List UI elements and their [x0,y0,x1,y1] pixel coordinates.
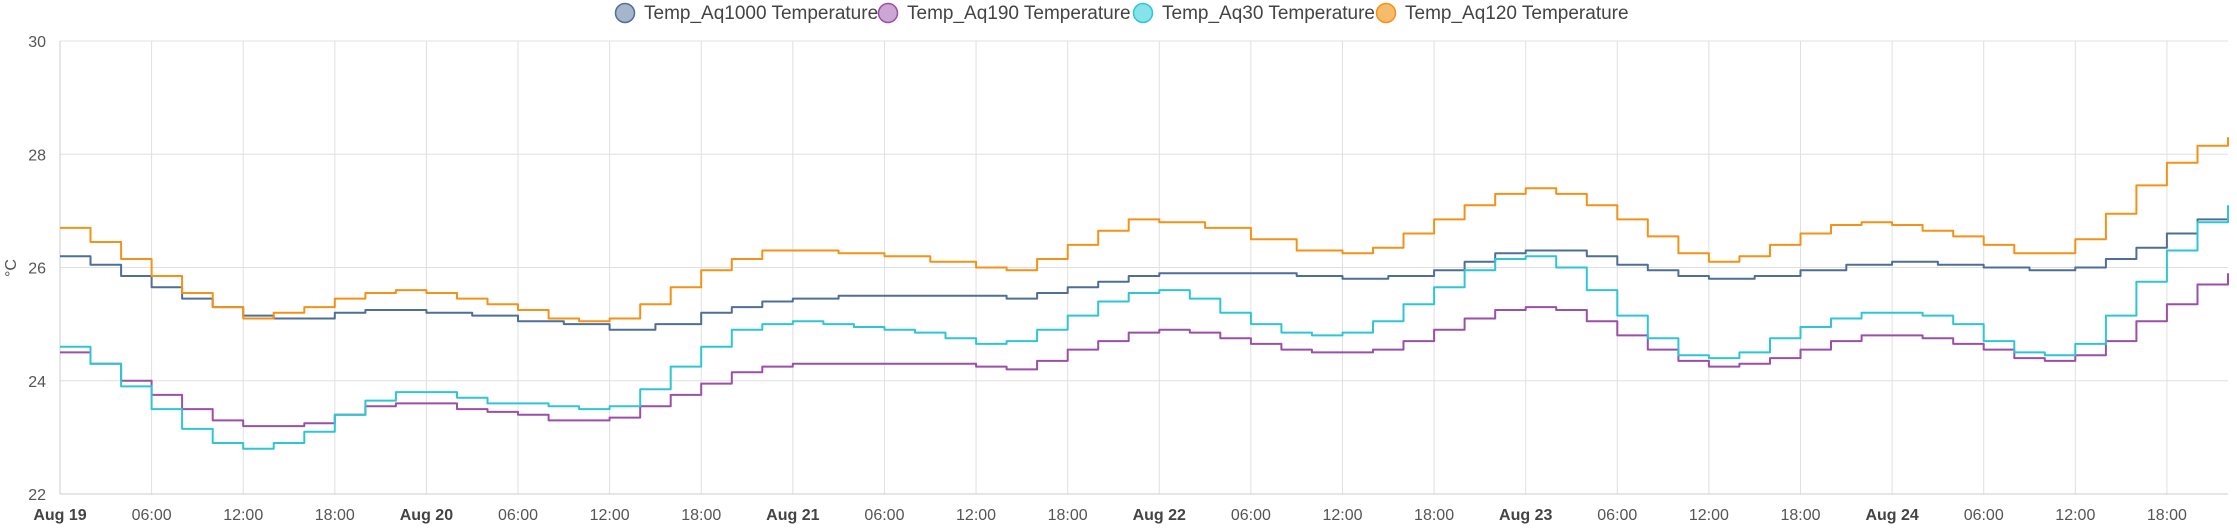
x-tick-label: 12:00 [1322,507,1362,524]
x-tick-label: 06:00 [132,507,172,524]
legend-label-aq30: Temp_Aq30 Temperature [1162,3,1375,24]
x-tick-label: 18:00 [1414,507,1454,524]
legend-item-aq1000[interactable]: Temp_Aq1000 Temperature [614,2,879,24]
chart-legend: Temp_Aq1000 Temperature Temp_Aq190 Tempe… [614,2,1629,24]
legend-label-aq190: Temp_Aq190 Temperature [907,3,1131,24]
chart-grid [59,40,2228,495]
y-tick-label: 30 [28,34,46,51]
x-tick-label: 06:00 [1964,507,2004,524]
x-tick-label: Aug 21 [766,507,819,524]
x-tick-label: 18:00 [315,507,355,524]
x-tick-label: 18:00 [1780,507,1820,524]
x-tick-label: 12:00 [956,507,996,524]
x-tick-label: Aug 24 [1865,507,1918,524]
legend-swatch-aq30 [1132,2,1154,24]
x-tick-label: 18:00 [2147,507,2187,524]
y-axis-unit: °C [3,259,20,277]
y-tick-label: 28 [28,147,46,164]
legend-swatch-aq120 [1375,2,1397,24]
legend-swatch-aq190 [877,2,899,24]
y-tick-label: 26 [28,261,46,278]
series-line-2 [60,205,2229,450]
x-tick-label: Aug 22 [1133,507,1186,524]
legend-label-aq120: Temp_Aq120 Temperature [1405,3,1629,24]
series-lines [60,137,2229,450]
y-tick-label: 24 [28,374,46,391]
x-tick-label: Aug 23 [1499,507,1552,524]
x-tick-label: Aug 19 [33,507,86,524]
x-tick-label: 18:00 [1048,507,1088,524]
series-line-0 [60,216,2229,331]
x-tick-label: Aug 20 [400,507,453,524]
x-tick-label: 18:00 [681,507,721,524]
x-tick-label: 06:00 [498,507,538,524]
x-tick-label: 06:00 [864,507,904,524]
legend-item-aq190[interactable]: Temp_Aq190 Temperature [877,2,1131,24]
legend-item-aq120[interactable]: Temp_Aq120 Temperature [1375,2,1629,24]
series-line-1 [60,273,2229,428]
y-axis-ticks: 30 28 26 24 22 [28,34,46,504]
series-line-3 [60,137,2229,323]
x-tick-label: 12:00 [590,507,630,524]
x-axis-ticks: Aug 19 06:00 12:00 18:00 Aug 20 06:00 12:00 18:… [33,507,2187,524]
legend-label-aq1000: Temp_Aq1000 Temperature [644,3,878,24]
legend-item-aq30[interactable]: Temp_Aq30 Temperature [1132,2,1376,24]
x-tick-label: 12:00 [1689,507,1729,524]
x-tick-label: 12:00 [223,507,263,524]
legend-swatch-aq1000 [614,2,636,24]
y-tick-label: 22 [28,487,46,504]
x-tick-label: 06:00 [1597,507,1637,524]
x-tick-label: 06:00 [1231,507,1271,524]
x-tick-label: 12:00 [2055,507,2095,524]
